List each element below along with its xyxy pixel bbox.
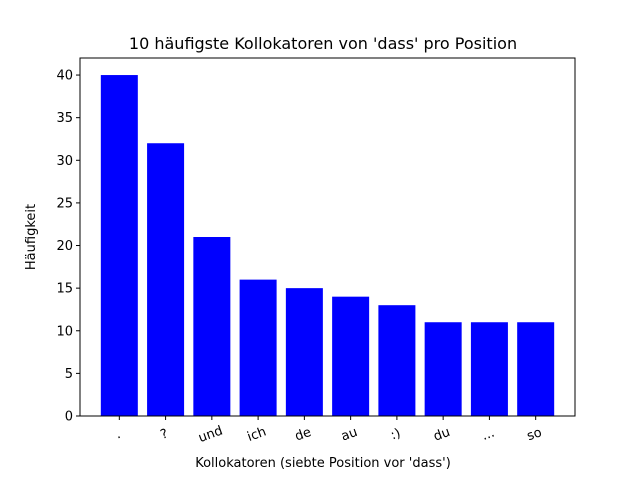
y-tick-label-2: 10 bbox=[56, 324, 73, 339]
bar-6 bbox=[378, 305, 416, 416]
bar-7 bbox=[424, 322, 462, 416]
bar-5 bbox=[332, 296, 370, 416]
bar-1 bbox=[147, 143, 185, 416]
x-axis-label: Kollokatoren (siebte Position vor 'dass'… bbox=[195, 456, 451, 471]
y-tick-label-8: 40 bbox=[56, 69, 73, 84]
y-tick-label-5: 25 bbox=[56, 196, 73, 211]
y-tick-label-1: 5 bbox=[65, 367, 73, 382]
x-tick-label-3: ich bbox=[245, 424, 268, 445]
y-tick-label-6: 30 bbox=[56, 154, 73, 169]
x-tick-label-2: und bbox=[196, 423, 224, 446]
x-tick-label-1: ? bbox=[159, 426, 171, 442]
x-tick-label-9: so bbox=[525, 425, 544, 444]
x-tick-label-0: . bbox=[114, 427, 123, 443]
chart-title: 10 häufigste Kollokatoren von 'dass' pro… bbox=[129, 34, 517, 53]
x-tick-label-4: de bbox=[293, 425, 313, 445]
x-tick-label-5: au bbox=[339, 425, 359, 445]
y-tick-label-0: 0 bbox=[65, 410, 73, 425]
y-axis-label: Häufigkeit bbox=[24, 204, 39, 270]
bar-9 bbox=[517, 322, 555, 416]
plot-frame bbox=[79, 57, 576, 417]
bar-2 bbox=[193, 237, 231, 416]
y-tick-label-3: 15 bbox=[56, 282, 73, 297]
y-tick-label-4: 20 bbox=[56, 239, 73, 254]
x-tick-label-7: du bbox=[432, 425, 453, 445]
plot-area: 0 5 10 15 20 25 30 35 40.? und ich de au:) du... so bbox=[56, 57, 576, 446]
bar-4 bbox=[285, 288, 323, 416]
bar-8 bbox=[470, 322, 508, 416]
bar-3 bbox=[239, 279, 277, 416]
x-tick-label-6: :) bbox=[389, 426, 403, 443]
x-tick-label-8: ... bbox=[480, 426, 497, 444]
y-tick-label-7: 35 bbox=[56, 111, 73, 126]
bar-0 bbox=[100, 75, 138, 417]
